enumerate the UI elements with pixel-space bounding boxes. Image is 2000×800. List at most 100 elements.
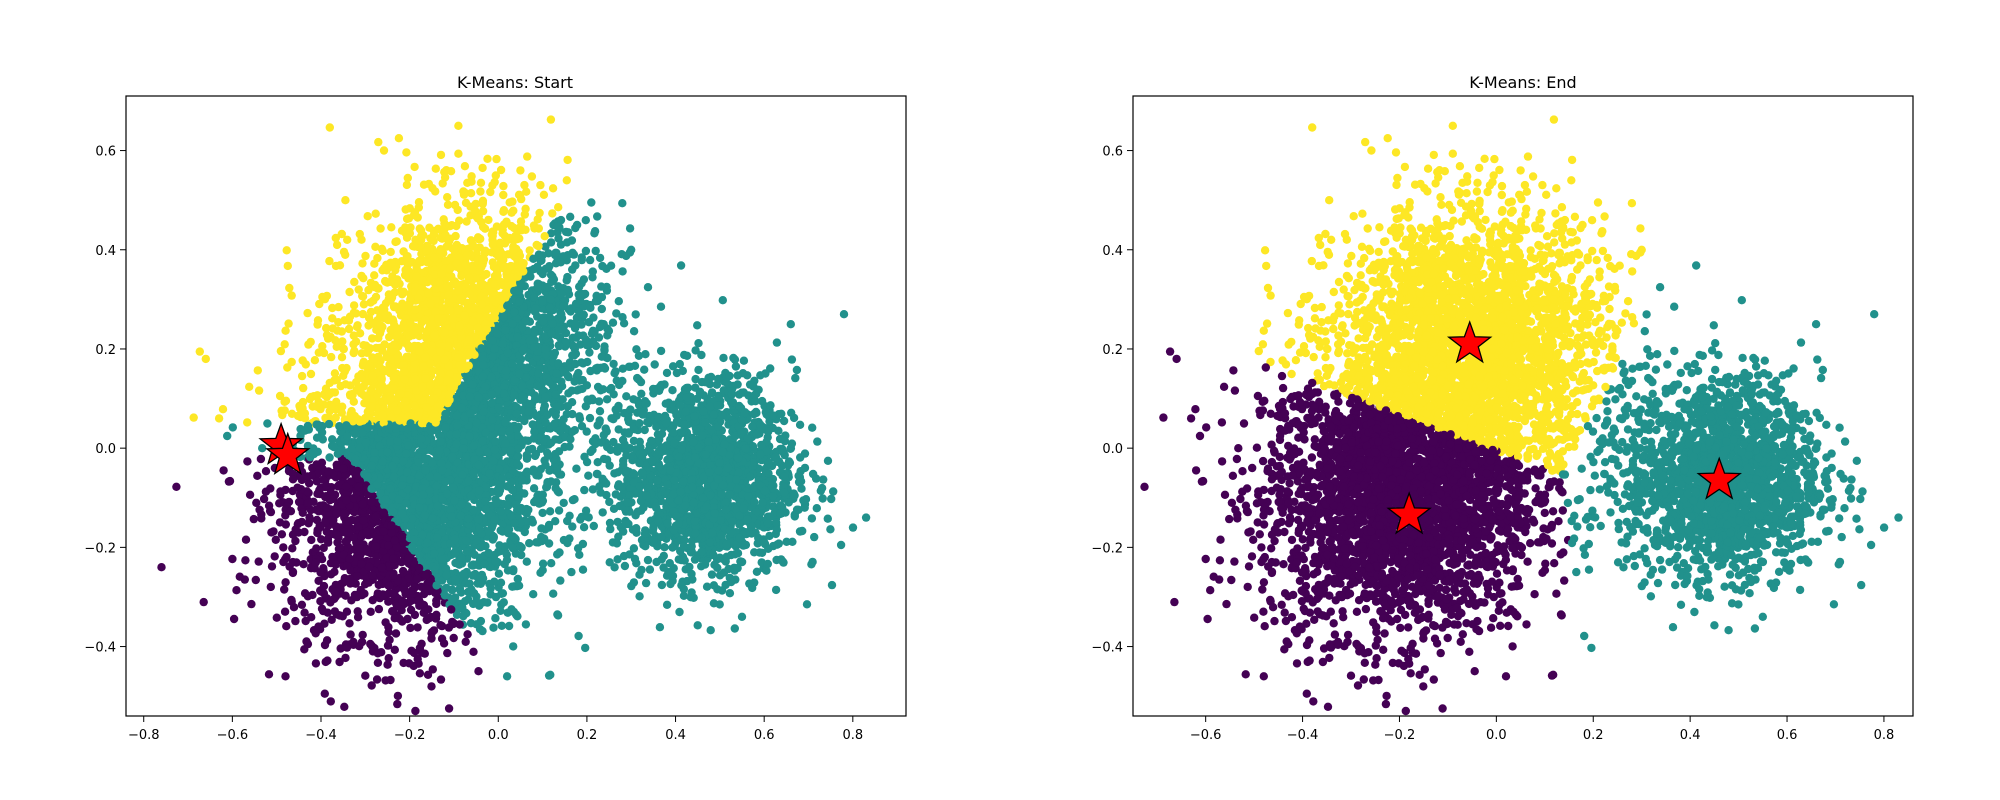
scatter-point xyxy=(403,468,412,477)
scatter-point xyxy=(580,485,589,495)
scatter-point xyxy=(492,154,501,164)
scatter-point xyxy=(433,501,442,511)
scatter-point xyxy=(484,215,493,225)
scatter-point xyxy=(241,556,250,565)
scatter-point xyxy=(352,572,362,581)
scatter-point xyxy=(448,595,457,604)
scatter-point xyxy=(350,467,360,476)
scatter-point xyxy=(189,413,198,422)
scatter-point xyxy=(371,542,380,551)
scatter-point xyxy=(364,578,373,587)
scatter-point xyxy=(513,452,523,461)
scatter-point xyxy=(387,528,396,537)
scatter-point xyxy=(337,327,346,336)
scatter-point xyxy=(371,209,380,218)
scatter-point xyxy=(417,639,426,648)
scatter-point xyxy=(223,431,232,441)
scatter-point xyxy=(404,441,413,450)
scatter-point xyxy=(529,484,539,493)
scatter-point xyxy=(235,572,244,581)
scatter-point xyxy=(423,538,432,547)
scatter-point xyxy=(456,511,466,521)
scatter-point xyxy=(325,453,334,462)
scatter-point xyxy=(389,507,398,516)
scatter-point xyxy=(326,570,336,579)
scatter-point xyxy=(313,420,323,429)
scatter-point xyxy=(266,484,275,493)
scatter-point xyxy=(476,187,485,196)
scatter-point xyxy=(394,134,404,143)
scatter-point xyxy=(307,471,316,480)
scatter-point xyxy=(370,448,379,457)
scatter-point xyxy=(494,569,504,578)
scatter-point xyxy=(288,544,297,553)
scatter-point xyxy=(358,291,367,301)
scatter-point xyxy=(478,255,487,264)
scatter-point xyxy=(424,179,434,189)
scatter-point xyxy=(251,575,260,585)
scatter-point xyxy=(345,574,354,584)
scatter-point xyxy=(504,621,514,631)
scatter-point xyxy=(534,538,543,547)
scatter-point xyxy=(229,614,239,624)
scatter-point xyxy=(409,535,419,544)
scatter-point xyxy=(342,363,351,373)
scatter-point xyxy=(379,508,389,517)
scatter-point xyxy=(408,542,417,552)
scatter-point xyxy=(519,489,529,498)
scatter-point xyxy=(368,571,377,580)
scatter-point xyxy=(363,212,372,221)
scatter-point xyxy=(342,607,352,616)
scatter-point xyxy=(693,321,702,330)
scatter-point xyxy=(496,606,505,615)
scatter-point xyxy=(517,194,526,204)
scatter-point xyxy=(313,316,323,325)
scatter-point xyxy=(283,363,292,372)
scatter-point xyxy=(272,613,281,622)
scatter-point xyxy=(287,291,296,300)
scatter-point xyxy=(570,495,579,504)
scatter-point xyxy=(287,409,297,418)
scatter-point xyxy=(219,466,228,475)
scatter-point xyxy=(232,586,241,595)
scatter-point xyxy=(479,598,489,607)
scatter-point xyxy=(585,348,594,357)
scatter-point xyxy=(464,514,473,524)
scatter-point xyxy=(568,265,577,274)
scatter-point xyxy=(249,514,258,524)
scatter-point xyxy=(537,524,546,533)
scatter-point xyxy=(381,676,390,685)
scatter-point xyxy=(436,675,446,684)
scatter-point xyxy=(454,149,463,158)
scatter-point xyxy=(385,581,394,591)
scatter-point xyxy=(397,226,407,235)
scatter-point xyxy=(172,482,181,491)
scatter-point xyxy=(528,518,537,527)
scatter-point xyxy=(337,353,347,362)
scatter-point xyxy=(578,565,588,574)
scatter-point xyxy=(257,514,266,523)
scatter-point xyxy=(489,533,498,542)
scatter-point xyxy=(389,554,398,563)
scatter-point xyxy=(288,567,298,576)
scatter-point xyxy=(546,670,555,679)
scatter-point xyxy=(315,299,324,309)
scatter-point xyxy=(415,669,425,678)
scatter-point xyxy=(355,544,364,553)
scatter-point xyxy=(321,492,330,502)
scatter-point xyxy=(422,615,431,625)
scatter-point xyxy=(337,229,346,239)
scatter-point xyxy=(320,640,330,650)
scatter-point xyxy=(311,558,320,567)
scatter-point xyxy=(459,569,468,579)
scatter-point xyxy=(523,152,532,161)
scatter-point xyxy=(531,496,541,505)
scatter-point xyxy=(254,557,263,566)
scatter-point xyxy=(497,589,506,598)
scatter-point xyxy=(575,550,584,559)
scatter-point xyxy=(357,559,366,569)
scatter-point xyxy=(450,496,459,505)
scatter-point xyxy=(656,302,666,311)
scatter-point xyxy=(474,515,483,524)
scatter-point xyxy=(546,238,556,247)
